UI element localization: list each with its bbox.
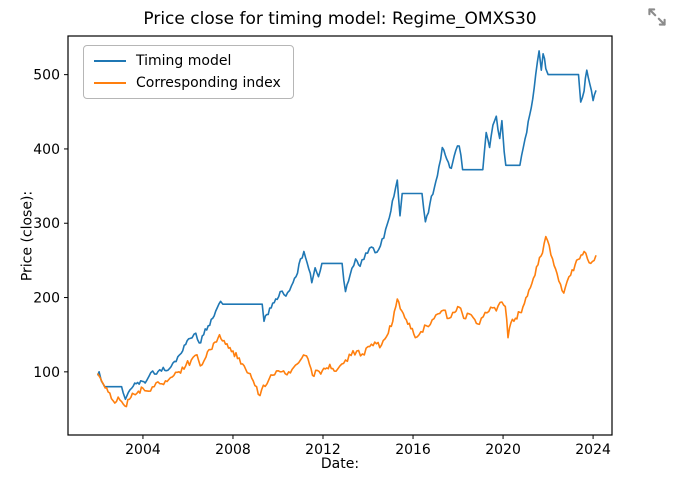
legend-line-swatch-orange — [94, 82, 126, 84]
legend-item-corresponding-index: Corresponding index — [94, 76, 281, 90]
y-tick-label: 400 — [33, 142, 60, 158]
legend-item-timing-model: Timing model — [94, 54, 281, 68]
y-axis-label: Price (close): — [19, 190, 36, 282]
x-tick-label: 2016 — [395, 442, 431, 458]
legend-label-corresponding-index: Corresponding index — [136, 75, 281, 91]
legend-line-swatch-blue — [94, 60, 126, 62]
x-tick-label: 2012 — [305, 442, 341, 458]
axes-frame — [67, 35, 613, 436]
x-tick-label: 2020 — [485, 442, 521, 458]
legend-label-timing-model: Timing model — [136, 53, 232, 69]
legend: Timing model Corresponding index — [83, 45, 294, 99]
y-tick-label: 200 — [33, 291, 60, 307]
x-tick-label: 2024 — [575, 442, 611, 458]
series-line-corresponding-index — [97, 235, 597, 408]
x-tick-label: 2008 — [215, 442, 251, 458]
series-line-timing-model — [97, 50, 597, 401]
x-axis-label: Date: — [320, 456, 360, 472]
chart-title: Price close for timing model: Regime_OMX… — [143, 9, 537, 29]
y-tick-label: 100 — [33, 365, 60, 381]
x-tick-label: 2004 — [125, 442, 161, 458]
expand-icon[interactable] — [645, 5, 669, 29]
y-tick-label: 300 — [33, 216, 60, 232]
y-tick-label: 500 — [33, 68, 60, 84]
